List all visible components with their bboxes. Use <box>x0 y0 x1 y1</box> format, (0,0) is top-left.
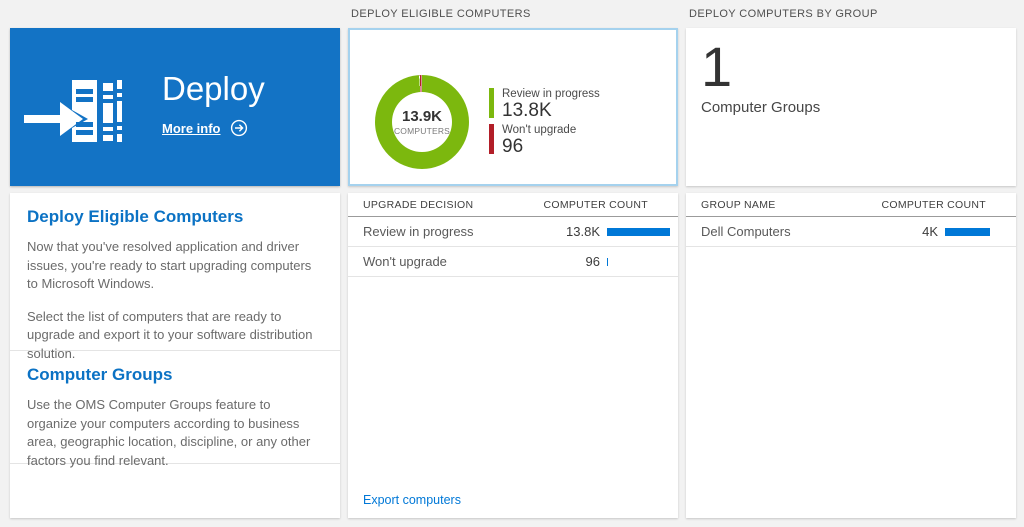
group-name-table-card: GROUP NAME COMPUTER COUNT Dell Computers… <box>686 193 1016 518</box>
deploy-arrow-books-icon <box>24 78 130 149</box>
tile-title: Deploy <box>162 70 265 107</box>
panel-empty-area <box>10 463 340 518</box>
computer-groups-summary-card[interactable]: 1 Computer Groups <box>686 28 1016 186</box>
more-info-link[interactable]: More info <box>162 120 221 136</box>
more-info-row: More info <box>162 119 265 137</box>
row-value: 4K <box>922 224 938 239</box>
legend-swatch-red <box>489 124 494 154</box>
computer-groups-heading: Computer Groups <box>27 365 173 384</box>
legend-swatch-green <box>489 88 494 118</box>
row-name: Review in progress <box>363 224 474 239</box>
deploy-eligible-heading: Deploy Eligible Computers <box>27 207 244 226</box>
legend-item-wont-upgrade: Won't upgrade 96 <box>489 124 600 156</box>
deploy-computers-by-group-column: DEPLOY COMPUTERS BY GROUP 1 Computer Gro… <box>686 0 1016 518</box>
legend-value: 96 <box>502 136 524 157</box>
table-header: GROUP NAME COMPUTER COUNT <box>686 193 1016 217</box>
computers-donut-chart[interactable]: 13.9K COMPUTERS <box>375 75 469 169</box>
computer-groups-label: Computer Groups <box>701 99 821 116</box>
row-name: Won't upgrade <box>363 254 447 269</box>
left-title-spacer <box>10 0 340 28</box>
donut-center-value: 13.9K <box>401 107 443 125</box>
row-bar-track <box>607 227 670 236</box>
donut-center: 13.9K COMPUTERS <box>392 92 452 152</box>
legend-item-review-in-progress: Review in progress 13.8K <box>489 88 600 120</box>
deploy-eligible-paragraph-1: Now that you've resolved application and… <box>27 239 312 291</box>
row-bar <box>607 257 609 266</box>
legend-label: Won't upgrade <box>502 124 577 136</box>
row-value: 96 <box>585 254 600 269</box>
computer-groups-section: Computer Groups Use the OMS Computer Gro… <box>10 350 340 468</box>
eligible-computers-donut-card[interactable]: 13.9K COMPUTERS Review in progress 13.8K… <box>348 28 678 186</box>
deploy-eligible-computers-title: DEPLOY ELIGIBLE COMPUTERS <box>351 8 531 20</box>
deploy-eligible-section: Deploy Eligible Computers Now that you'v… <box>10 193 340 361</box>
legend-label: Review in progress <box>502 88 600 100</box>
row-bar-track <box>607 257 670 266</box>
column-header-upgrade-decision: UPGRADE DECISION <box>363 198 474 211</box>
table-header: UPGRADE DECISION COMPUTER COUNT <box>348 193 678 217</box>
tile-text-block: Deploy More info <box>162 72 265 137</box>
column-header-computer-count: COMPUTER COUNT <box>881 198 986 211</box>
deploy-computers-by-group-title: DEPLOY COMPUTERS BY GROUP <box>689 8 878 20</box>
deploy-tile[interactable]: Deploy More info <box>10 28 340 186</box>
column-header-computer-count: COMPUTER COUNT <box>543 198 648 211</box>
deploy-column: Deploy More info Deploy Eligible Compute… <box>10 0 340 518</box>
row-value: 13.8K <box>566 224 600 239</box>
column-header-group-name: GROUP NAME <box>701 198 776 211</box>
computer-groups-paragraph: Use the OMS Computer Groups feature to o… <box>27 397 311 468</box>
table-row[interactable]: Review in progress 13.8K <box>348 217 678 247</box>
legend-value: 13.8K <box>502 100 552 121</box>
deploy-eligible-computers-column: DEPLOY ELIGIBLE COMPUTERS 13.9K COMPUTER… <box>348 0 678 518</box>
table-row[interactable]: Won't upgrade 96 <box>348 247 678 277</box>
table-row[interactable]: Dell Computers 4K <box>686 217 1016 247</box>
computer-groups-count: 1 <box>701 35 733 98</box>
more-info-arrow-icon[interactable] <box>230 119 248 137</box>
deploy-description-panel: Deploy Eligible Computers Now that you'v… <box>10 193 340 518</box>
deploy-eligible-paragraph-2: Select the list of computers that are re… <box>27 308 313 361</box>
row-bar-track <box>945 227 1008 236</box>
row-bar <box>945 227 990 236</box>
donut-legend: Review in progress 13.8K Won't upgrade 9… <box>489 88 600 160</box>
export-computers-link[interactable]: Export computers <box>363 493 461 507</box>
row-name: Dell Computers <box>701 224 791 239</box>
row-bar <box>607 227 670 236</box>
donut-center-label: COMPUTERS <box>393 125 451 136</box>
upgrade-decision-table-card: UPGRADE DECISION COMPUTER COUNT Review i… <box>348 193 678 518</box>
